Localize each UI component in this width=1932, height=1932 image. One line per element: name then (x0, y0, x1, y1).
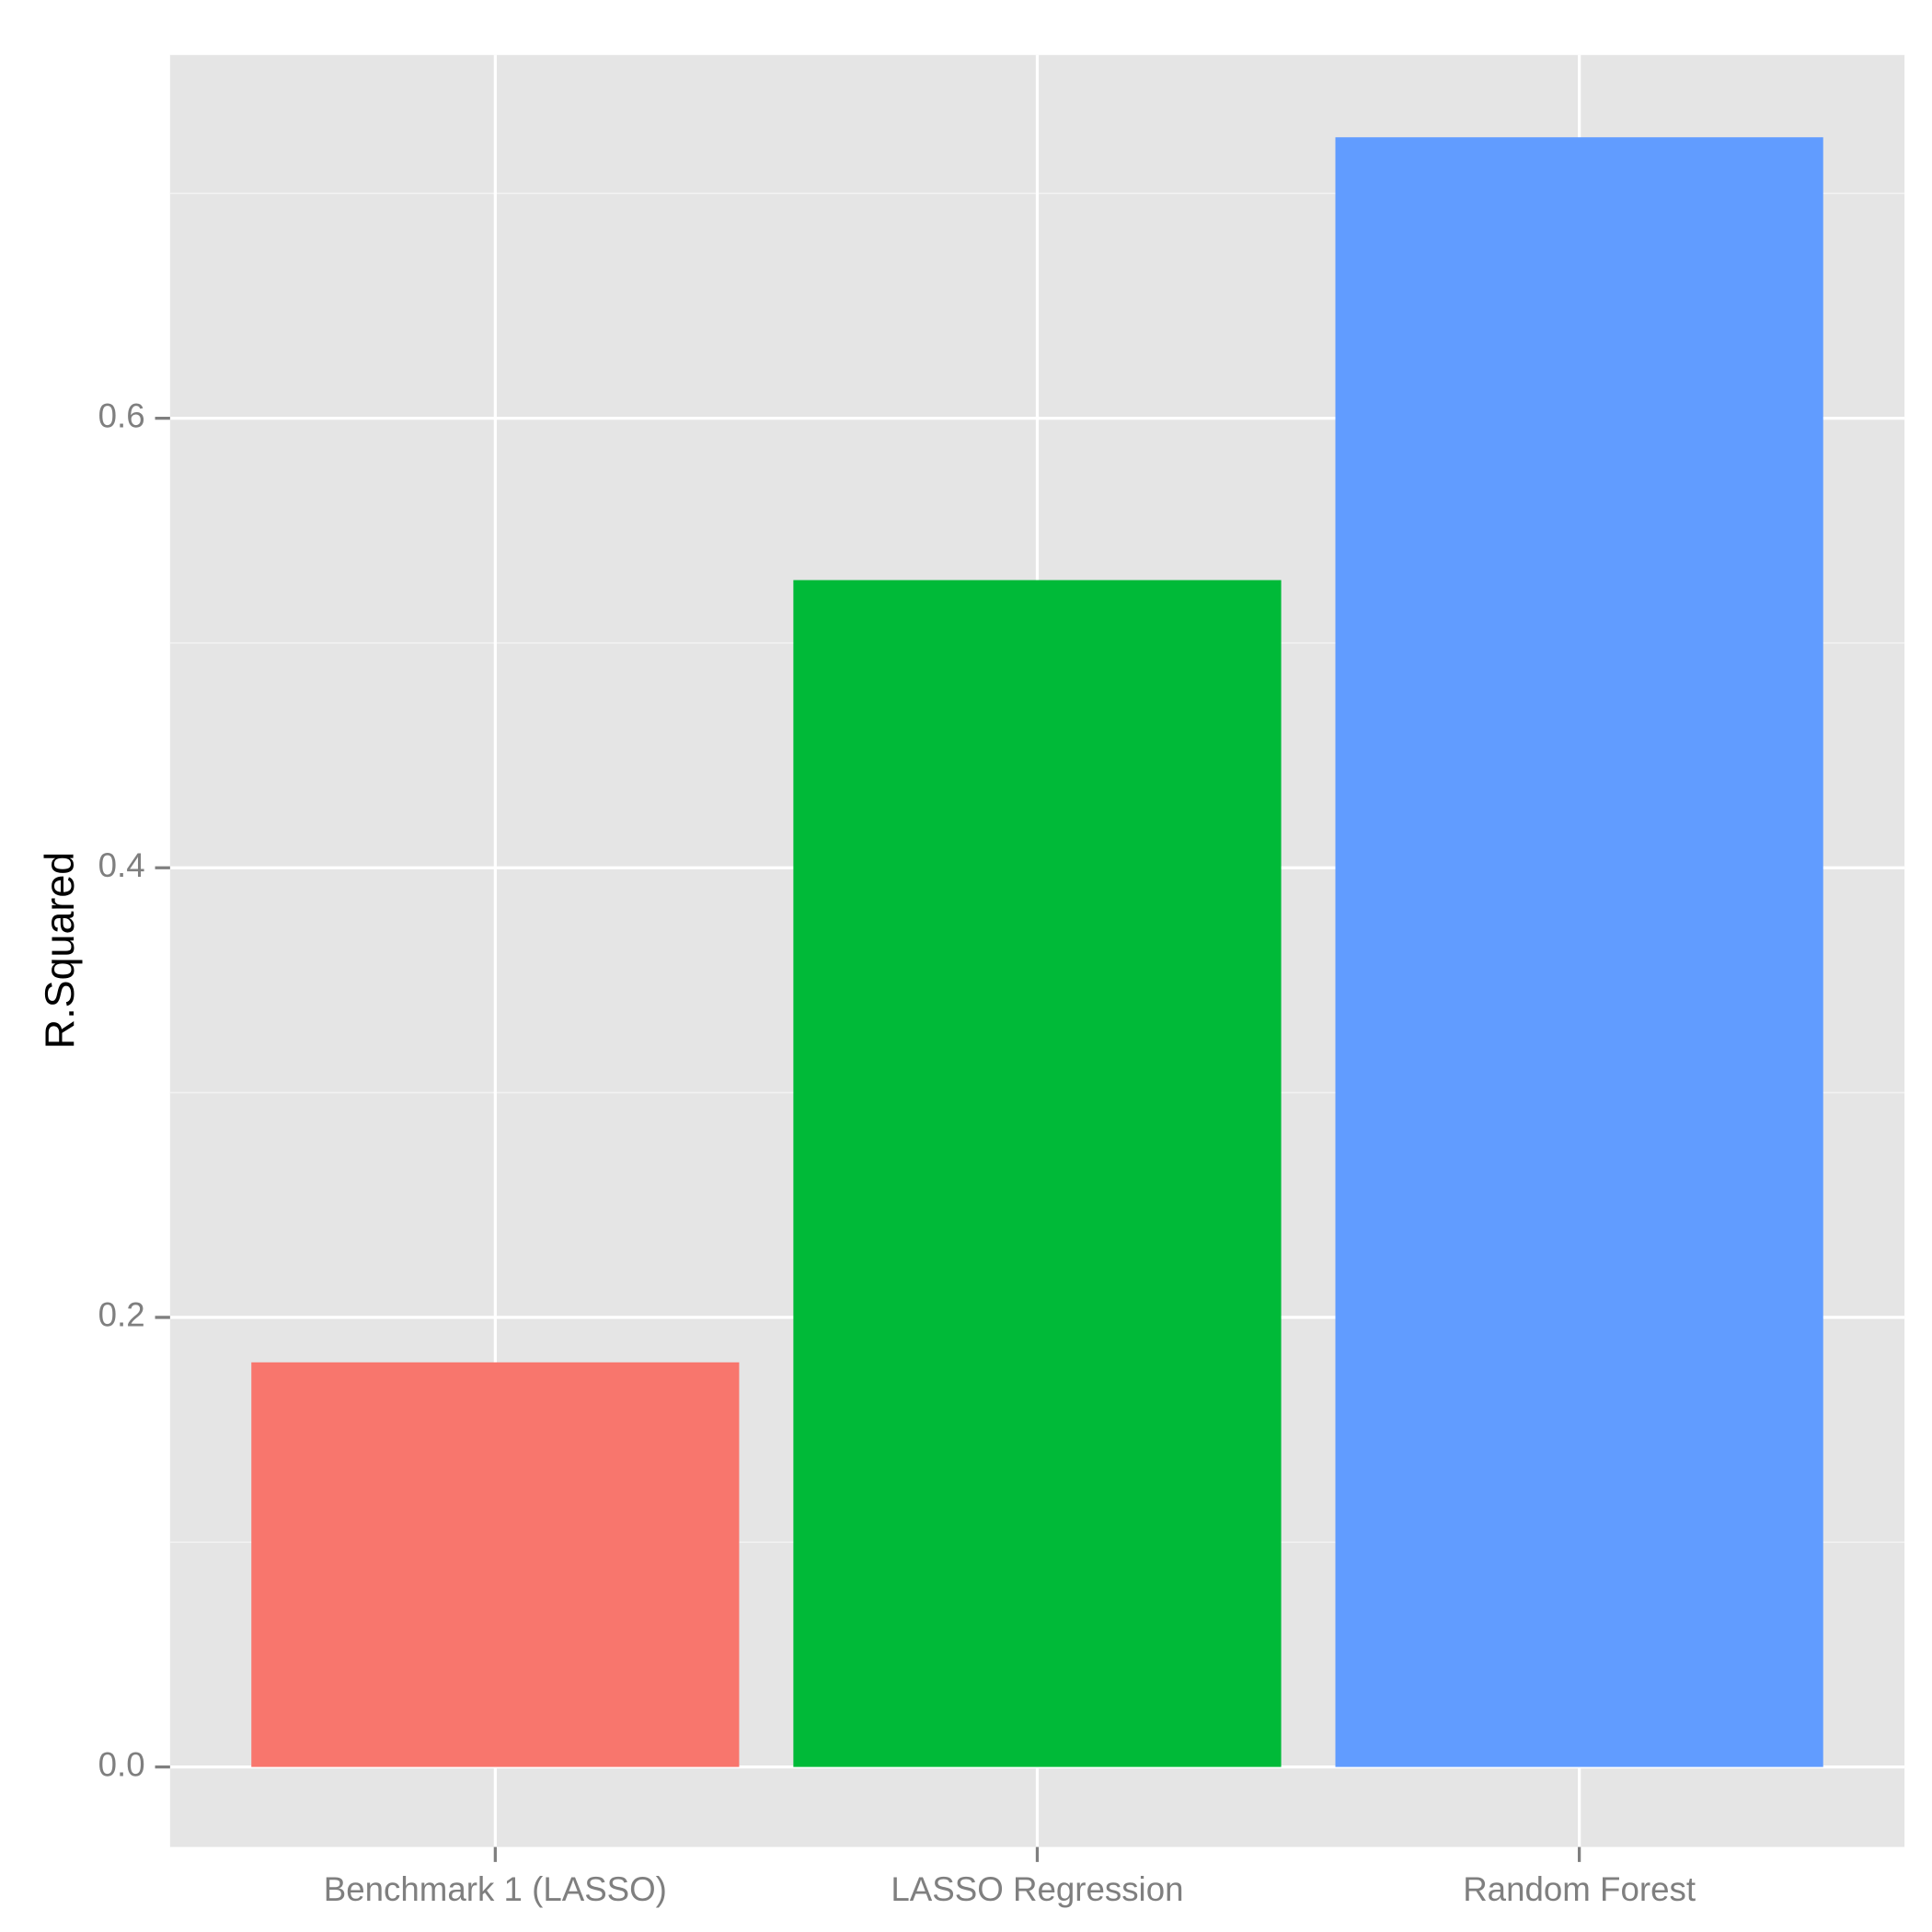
y-tick-label: 0.4 (98, 846, 145, 884)
bars (251, 137, 1823, 1767)
y-tick-label: 0.0 (98, 1745, 145, 1783)
y-tick-label: 0.2 (98, 1296, 145, 1334)
y-axis-title: R.Squared (36, 852, 83, 1049)
x-tick-label: LASSO Regression (891, 1870, 1183, 1908)
bar (793, 580, 1282, 1767)
y-tick-label: 0.6 (98, 397, 145, 434)
x-tick-label: Random Forest (1463, 1870, 1696, 1908)
axes: 0.0 0.2 0.4 0.6 Benchmark 1 (LASSO) LASSO Reg… (98, 397, 1696, 1908)
x-tick-label: Benchmark 1 (LASSO) (324, 1870, 667, 1908)
bar (251, 1362, 740, 1767)
bar (1335, 137, 1823, 1767)
